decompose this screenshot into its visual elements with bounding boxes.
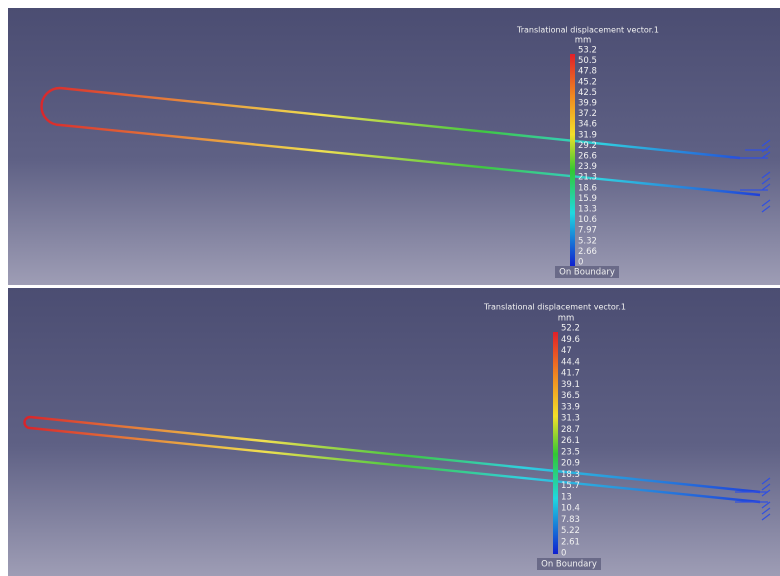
- legend-label: 39.9: [578, 99, 597, 109]
- color-scale-bar: [570, 54, 575, 266]
- legend-unit: mm: [575, 36, 592, 46]
- result-view: Translational displacement vector.1mm53.…: [8, 8, 780, 285]
- legend-label: 23.9: [578, 162, 597, 172]
- legend-label: 33.9: [561, 402, 580, 412]
- legend-unit: mm: [558, 314, 575, 324]
- legend-label: 49.6: [561, 335, 580, 345]
- legend-label: 10.6: [578, 215, 597, 225]
- legend-label: 45.2: [578, 77, 597, 87]
- legend-label: 47.8: [578, 67, 597, 77]
- legend-label: 0: [561, 549, 566, 559]
- result-view: Translational displacement vector.1 mm52.…: [8, 288, 780, 576]
- legend-label: 37.2: [578, 109, 597, 119]
- legend-title: Translational displacement vector.1: [516, 26, 659, 35]
- page: {"panels": [ {"legend": {"title": "Trans…: [0, 0, 780, 576]
- legend-label: 52.2: [561, 324, 580, 334]
- legend-label: 26.6: [578, 152, 597, 162]
- legend-label: 31.3: [561, 414, 580, 424]
- legend-label: 13: [561, 492, 572, 502]
- legend-label: 7.83: [561, 515, 580, 525]
- legend-label: 28.7: [561, 425, 580, 435]
- legend-label: 18.6: [578, 183, 597, 193]
- legend-label: 20.9: [561, 459, 580, 469]
- screenshot: Translational displacement vector.1mm53.…: [0, 0, 780, 576]
- legend-label: 41.7: [561, 369, 580, 379]
- legend-label: 26.1: [561, 436, 580, 446]
- legend-footer: On Boundary: [541, 560, 597, 570]
- legend-label: 53.2: [578, 46, 597, 56]
- legend-label: 44.4: [561, 357, 580, 367]
- legend-label: 7.97: [578, 226, 597, 236]
- legend-label: 5.32: [578, 236, 597, 246]
- legend-label: 13.3: [578, 205, 597, 215]
- viewport-background: [8, 288, 780, 576]
- legend-footer: On Boundary: [559, 268, 615, 278]
- legend-label: 21.3: [578, 173, 597, 183]
- legend-label: 42.5: [578, 88, 597, 98]
- color-scale-bar: [553, 332, 558, 554]
- legend-label: 18.3: [561, 470, 580, 480]
- viewport-background: [8, 8, 780, 285]
- legend-label: 15.9: [578, 194, 597, 204]
- legend-label: 2.66: [578, 247, 597, 257]
- legend-label: 47: [561, 346, 572, 356]
- legend-title: Translational displacement vector.1: [483, 303, 626, 312]
- legend-label: 34.6: [578, 120, 597, 130]
- legend-label: 39.1: [561, 380, 580, 390]
- legend-label: 10.4: [561, 504, 580, 514]
- legend-label: 0: [578, 258, 583, 268]
- legend-label: 15.7: [561, 481, 580, 491]
- divider: [0, 285, 780, 288]
- legend-label: 5.22: [561, 526, 580, 536]
- legend-label: 36.5: [561, 391, 580, 401]
- legend-label: 50.5: [578, 56, 597, 66]
- legend-label: 31.9: [578, 130, 597, 140]
- legend-label: 29.2: [578, 141, 597, 151]
- legend-label: 23.5: [561, 447, 580, 457]
- legend-label: 2.61: [561, 537, 580, 547]
